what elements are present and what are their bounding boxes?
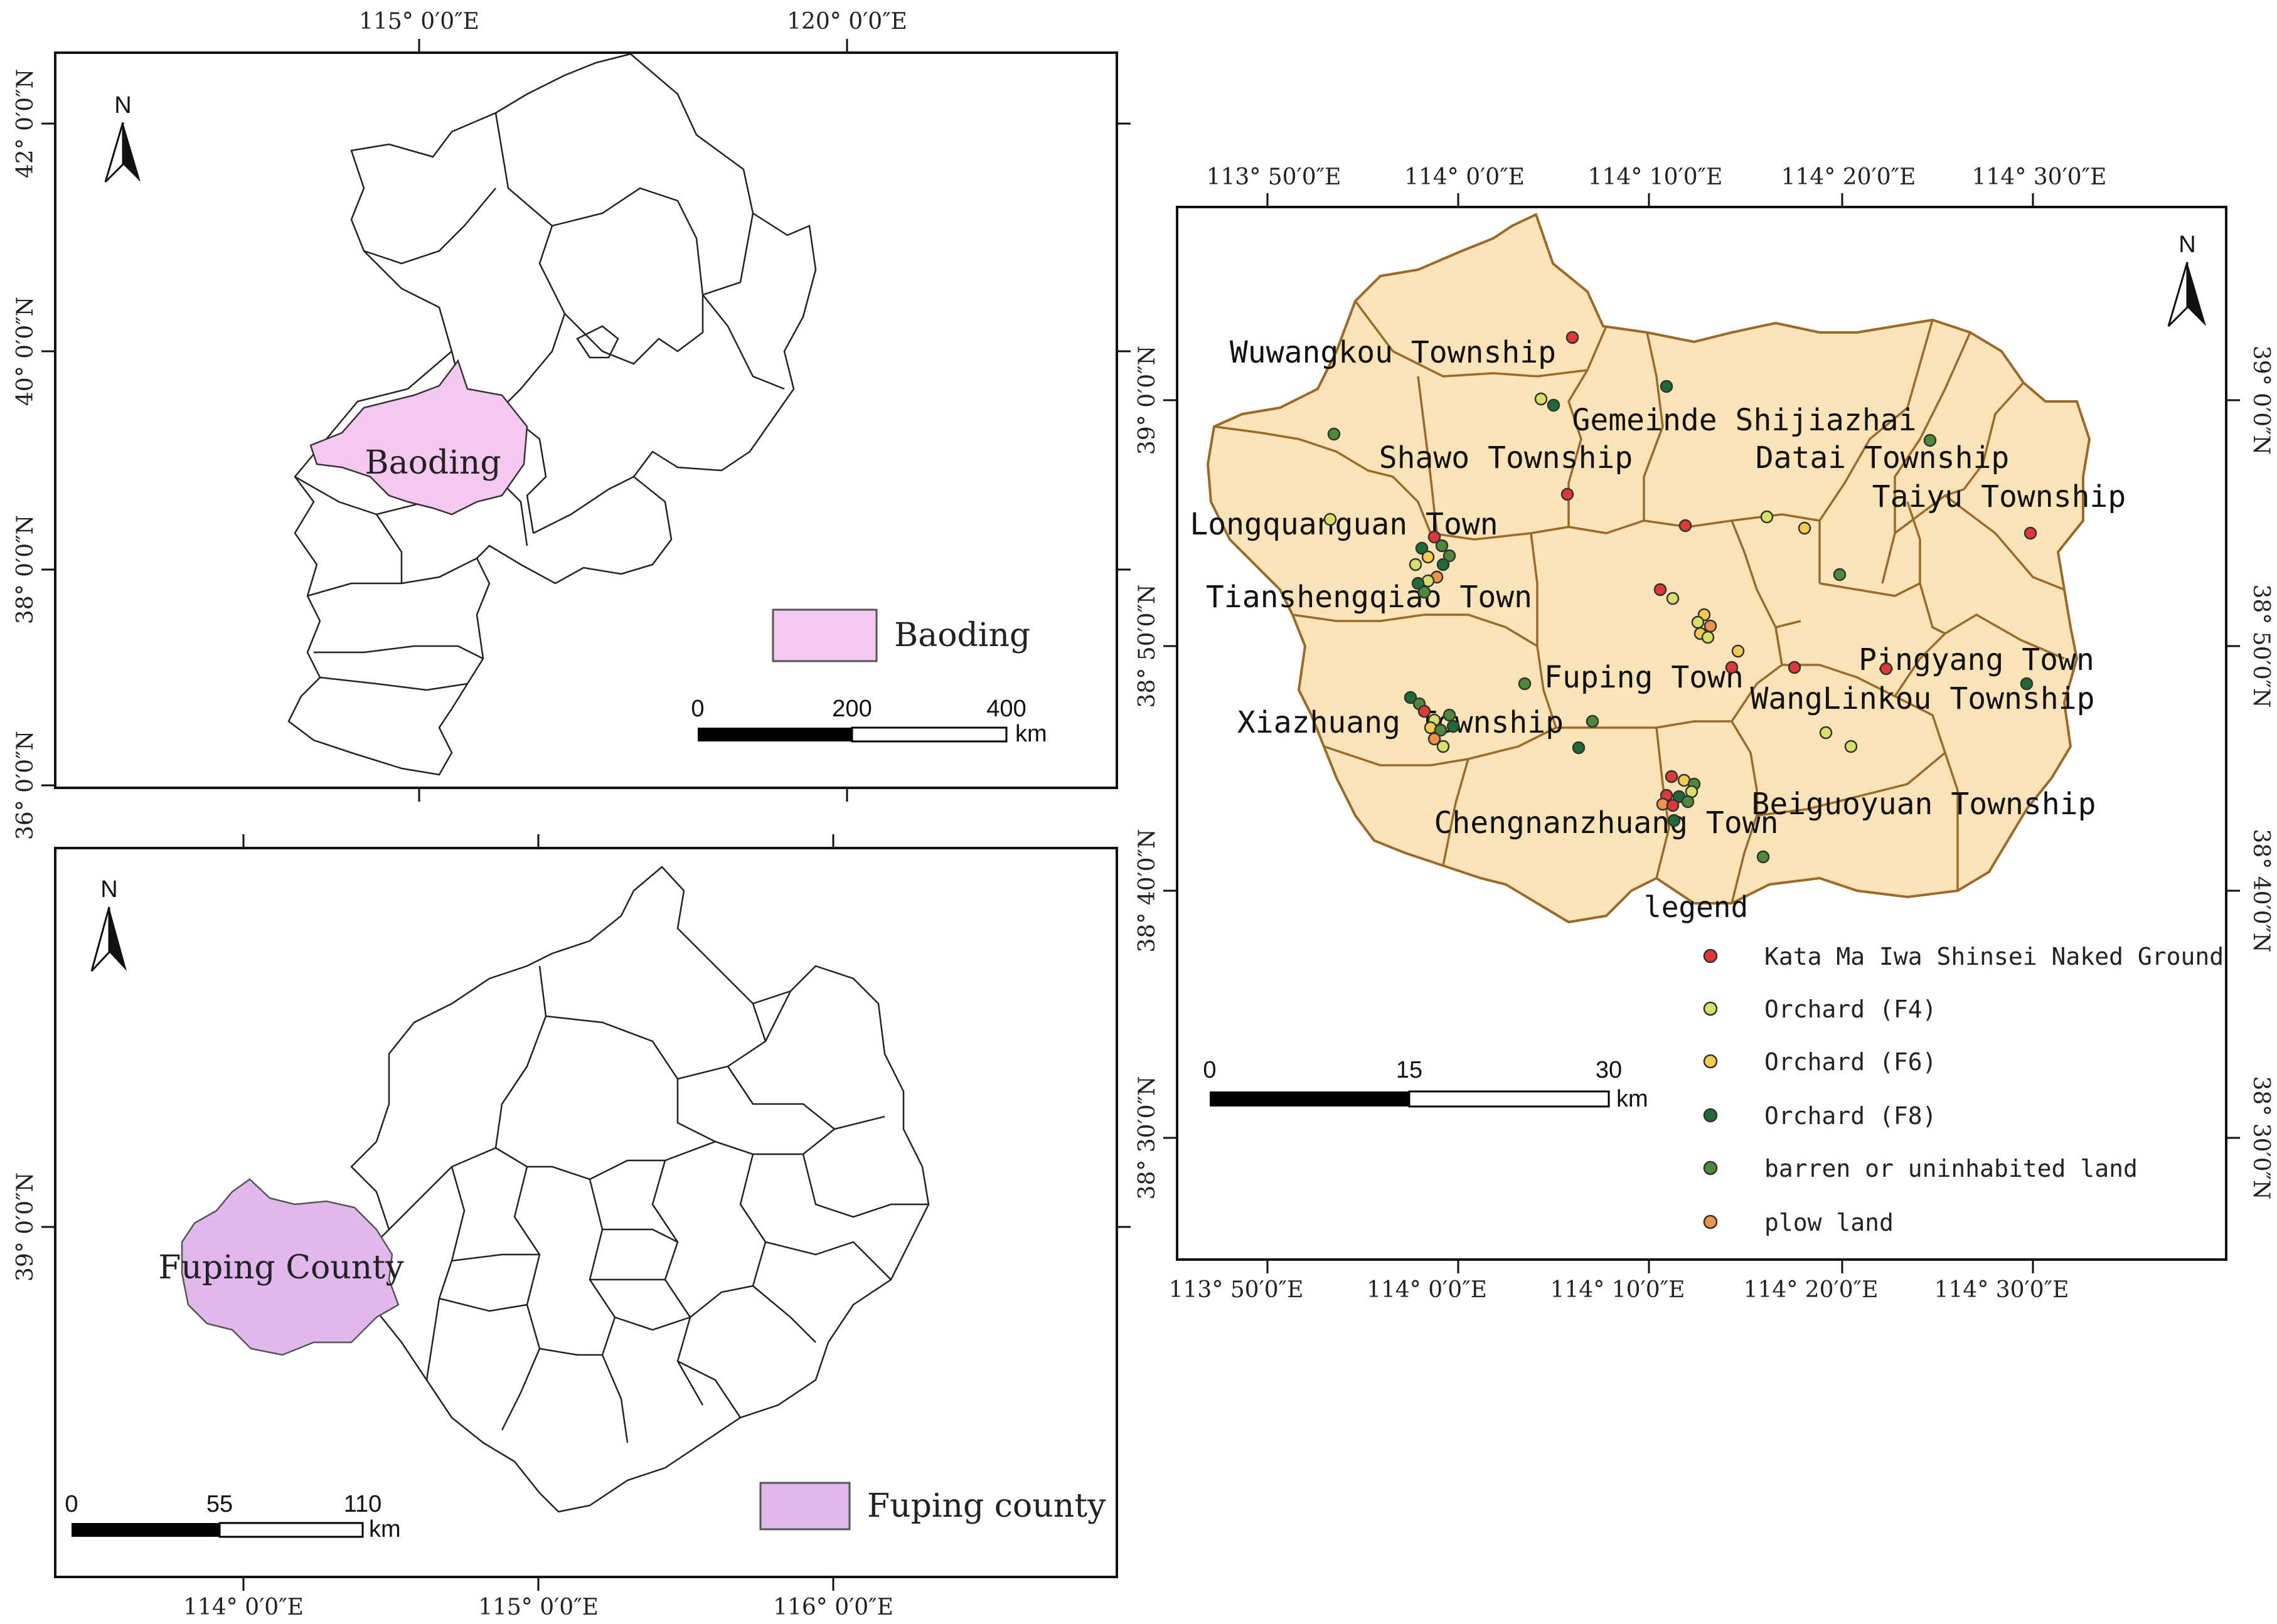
town-label: Longquanguan Town (1190, 507, 1498, 542)
legend-marker (1703, 1160, 1718, 1176)
legend-marker (1703, 1001, 1718, 1016)
lon-tick-label: 114° 0′0″E (1404, 164, 1525, 190)
svg-text:0: 0 (1203, 1057, 1216, 1083)
lon-tick-label: 113° 50′0″E (1207, 164, 1341, 190)
legend-label-fuping: Fuping county (867, 1487, 1106, 1525)
lon-tick-label: 114° 0′0″E (183, 1595, 304, 1620)
svg-text:200: 200 (832, 696, 872, 722)
lat-tick-label: 38° 50′0″N (1134, 584, 1160, 708)
fuping-county-region (181, 1178, 400, 1356)
map-legend: legend Kata Ma Iwa Shinsei Naked Ground … (1644, 890, 2224, 1236)
legend-swatch-baoding (772, 608, 878, 662)
legend-marker (1703, 1214, 1718, 1229)
lat-tick-label: 39° 0′0″N (13, 1172, 38, 1282)
lon-tick-label: 114° 0′0″E (1367, 1277, 1487, 1303)
town-label: Fuping Town (1544, 660, 1744, 695)
baoding-label: Baoding (365, 444, 501, 482)
scale-bar: 0 200 400 km (691, 696, 1047, 747)
legend-label: plow land (1764, 1209, 1894, 1236)
lon-tick-label: 115° 0′0″E (359, 9, 479, 34)
lon-tick-label: 115° 0′0″E (478, 1595, 599, 1620)
north-arrow-icon: N (90, 876, 127, 972)
legend-label: barren or uninhabited land (1764, 1155, 2138, 1182)
legend-label-baoding: Baoding (894, 617, 1030, 654)
baoding-region (309, 359, 528, 516)
lat-tick-label: 40° 0′0″N (13, 297, 38, 406)
legend-swatch-fuping (759, 1482, 851, 1531)
svg-text:30: 30 (1596, 1057, 1622, 1083)
svg-text:0: 0 (691, 696, 704, 722)
town-label: WangLinkou Township (1750, 681, 2094, 716)
legend-label: Orchard (F8) (1764, 1102, 1937, 1130)
svg-text:N: N (2178, 231, 2195, 258)
lat-tick-label: 36° 0′0″N (13, 731, 38, 840)
north-arrow-icon: N (2167, 231, 2206, 327)
svg-text:110: 110 (344, 1491, 382, 1517)
legend-label: Orchard (F4) (1764, 995, 1937, 1023)
hebei-outline (287, 53, 817, 776)
svg-text:400: 400 (986, 696, 1026, 722)
north-arrow-icon: N (104, 92, 141, 183)
svg-text:N: N (114, 92, 131, 119)
lat-tick-label: 39° 0′0″N (2248, 346, 2274, 455)
lon-tick-label: 114° 20′0″E (1781, 164, 1916, 190)
svg-text:15: 15 (1396, 1057, 1422, 1083)
lat-tick-label: 38° 50′0″N (2248, 584, 2274, 708)
sample-points (1323, 331, 2037, 864)
svg-text:55: 55 (206, 1491, 233, 1517)
map-top-left: 115° 0′0″E 120° 0′0″E 42° 0′0″N 40° 0′0″… (13, 9, 1131, 840)
lat-tick-label: 38° 0′0″N (13, 515, 38, 624)
town-label: Taiyu Township (1872, 479, 2126, 514)
lat-tick-label: 38° 30′0″N (1134, 1076, 1160, 1199)
svg-text:km: km (1616, 1086, 1648, 1112)
scale-bar: 0 55 110 km (65, 1491, 400, 1542)
town-label: Beiguoyuan Township (1751, 787, 2096, 822)
town-label: Tianshengqiao Town (1206, 580, 1532, 615)
lat-tick-label: 38° 40′0″N (2248, 829, 2274, 952)
lon-tick-label: 114° 30′0″E (1972, 164, 2107, 190)
legend-marker (1703, 1054, 1718, 1069)
lon-tick-label: 114° 20′0″E (1744, 1277, 1879, 1303)
lat-tick-label: 39° 0′0″N (1134, 346, 1160, 455)
town-label: Datai Township (1756, 440, 2010, 475)
lat-tick-label: 38° 40′0″N (1134, 829, 1160, 952)
map-right: 113° 50′0″E 114° 0′0″E 114° 10′0″E 114° … (1134, 164, 2274, 1303)
legend-label: Orchard (F6) (1764, 1048, 1937, 1076)
svg-text:km: km (369, 1516, 401, 1542)
town-label: Shawo Township (1379, 440, 1633, 475)
lon-tick-label: 120° 0′0″E (787, 9, 907, 34)
lat-tick-label: 38° 30′0″N (2248, 1076, 2274, 1199)
fuping-county-label: Fuping County (158, 1249, 404, 1287)
lon-tick-label: 114° 10′0″E (1588, 164, 1723, 190)
map-frame (54, 51, 1118, 789)
svg-text:N: N (100, 876, 117, 903)
baoding-outline (350, 866, 930, 1513)
map-bottom-left: 114° 0′0″E 115° 0′0″E 116° 0′0″E 39° 0′0… (13, 834, 1131, 1620)
svg-text:km: km (1015, 721, 1047, 747)
lon-tick-label: 113° 50′0″E (1169, 1277, 1304, 1303)
town-label: Xiazhuang Township (1237, 705, 1564, 740)
lon-tick-label: 114° 30′0″E (1934, 1277, 2069, 1303)
legend-title: legend (1644, 890, 1748, 924)
lon-tick-label: 116° 0′0″E (773, 1595, 893, 1620)
town-label: Chengnanzhuang Town (1434, 805, 1778, 841)
town-label: Gemeinde Shijiazhai (1572, 403, 1916, 438)
lat-tick-label: 42° 0′0″N (13, 69, 38, 178)
town-label: Pingyang Town (1858, 642, 2094, 677)
legend-marker (1703, 948, 1718, 963)
township-borders (1213, 300, 2065, 904)
legend-label: Kata Ma Iwa Shinsei Naked Ground (1764, 943, 2224, 970)
scale-bar: 0 15 30 km (1203, 1057, 1648, 1112)
legend-marker (1703, 1108, 1718, 1123)
town-label: Wuwangkou Township (1230, 335, 1556, 370)
lon-tick-label: 114° 10′0″E (1550, 1277, 1685, 1303)
svg-text:0: 0 (65, 1491, 78, 1517)
